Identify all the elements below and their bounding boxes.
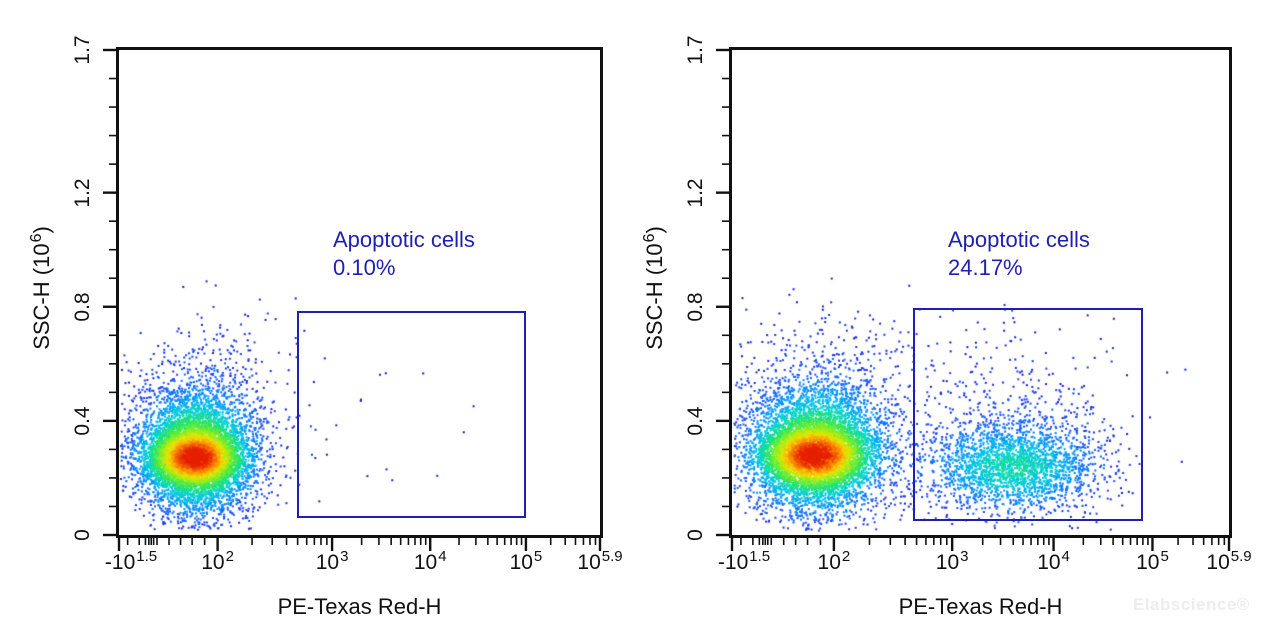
gate-name-right: Apoptotic cells xyxy=(948,227,1090,252)
gate-label-right: Apoptotic cells 24.17% xyxy=(948,226,1090,282)
x-axis-title-right: PE-Texas Red-H xyxy=(898,594,1063,619)
x-tick-label: 103 xyxy=(935,548,969,574)
y-axis-title-left: SSC-H (106) xyxy=(28,226,54,350)
x-tick-label: 104 xyxy=(413,548,447,574)
x-tick-label: 105 xyxy=(1136,548,1169,574)
y-tick-label: 0.8 xyxy=(71,292,94,322)
y-tick-label: 1.2 xyxy=(684,178,707,208)
watermark: Elabscience® xyxy=(1133,595,1250,614)
plot-area-left: Apoptotic cells 0.10% xyxy=(116,47,603,538)
y-tick-label: 1.7 xyxy=(71,35,94,65)
x-tick-label: -101.5 xyxy=(104,548,158,574)
y-tick-label: 1.2 xyxy=(71,178,94,208)
plot-area-right: Apoptotic cells 24.17% xyxy=(729,47,1232,538)
x-tick-label: 105.9 xyxy=(1206,548,1252,574)
x-tick-label: -101.5 xyxy=(717,548,771,574)
apoptotic-gate-rect-left xyxy=(296,311,526,518)
x-tick-label: 104 xyxy=(1037,548,1070,574)
x-tick-label: 102 xyxy=(201,548,234,574)
x-tick-label: 102 xyxy=(817,548,851,574)
x-axis-title-left: PE-Texas Red-H xyxy=(277,594,442,619)
gate-percent-right: 24.17% xyxy=(948,255,1023,280)
y-axis-title-right: SSC-H (106) xyxy=(641,226,667,350)
gate-name-left: Apoptotic cells xyxy=(333,227,475,252)
apoptotic-gate-rect-right xyxy=(912,308,1144,521)
gate-label-left: Apoptotic cells 0.10% xyxy=(333,226,475,282)
y-tick-label: 1.7 xyxy=(684,35,707,65)
density-scatter-canvas-right xyxy=(732,50,1229,535)
gate-percent-left: 0.10% xyxy=(333,255,396,280)
y-tick-label: 0.4 xyxy=(684,406,707,436)
density-scatter-canvas-left xyxy=(119,50,600,535)
y-tick-label: 0.8 xyxy=(684,292,707,322)
y-tick-label: 0 xyxy=(684,529,707,541)
y-tick-label: 0.4 xyxy=(71,406,94,436)
x-tick-label: 103 xyxy=(315,548,349,574)
x-tick-label: 105.9 xyxy=(577,548,623,574)
x-tick-label: 105 xyxy=(509,548,543,574)
y-tick-label: 0 xyxy=(71,529,94,541)
